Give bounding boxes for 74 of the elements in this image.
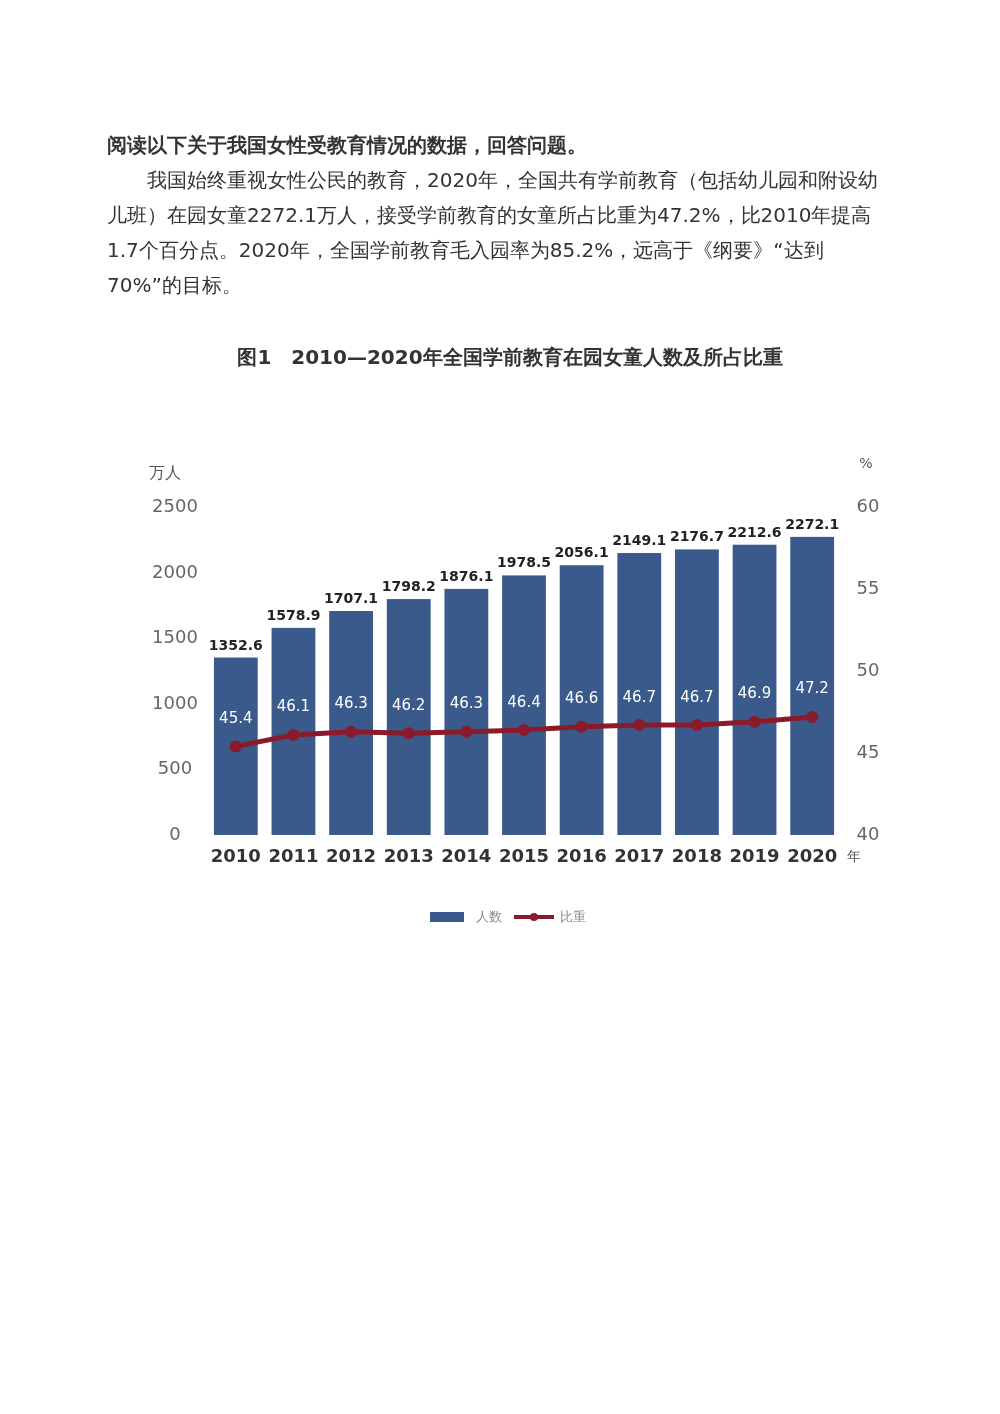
data-label: 46.1	[276, 697, 311, 716]
point	[287, 728, 300, 741]
y2-tick-label: 60	[856, 495, 880, 516]
bar	[329, 611, 373, 835]
data-label: 2149.1	[612, 532, 667, 549]
y2-axis-title: %	[859, 455, 873, 471]
bar	[790, 536, 835, 835]
data-label: 46.9	[737, 684, 772, 703]
data-label: 1352.6	[208, 636, 263, 653]
x-tick-label: 2012	[326, 845, 377, 866]
point	[748, 715, 761, 728]
data-label: 46.6	[564, 689, 599, 708]
data-label: 1978.5	[496, 554, 552, 571]
data-label: 2212.6	[727, 523, 782, 540]
y2-tick-label: 50	[856, 659, 880, 680]
x-tick-label: 2020	[787, 845, 838, 866]
data-label: 46.3	[449, 694, 484, 713]
point	[229, 740, 242, 753]
x-tick-label: 2013	[383, 845, 434, 866]
data-label: 1876.1	[439, 567, 494, 584]
point	[575, 720, 588, 733]
y-tick-label: 1500	[152, 626, 198, 648]
x-tick-label: 2014	[441, 845, 492, 866]
y-axis-title: 万人	[149, 462, 181, 482]
bar	[502, 575, 546, 835]
y-tick-label: 2000	[152, 560, 198, 582]
data-label: 1707.1	[324, 590, 379, 607]
data-label: 46.2	[392, 695, 426, 714]
data-label: 46.7	[680, 687, 714, 706]
text: 我国始终重视女性公民的教育，2020年，全国共有学前教育（包括幼儿园和附设幼儿班）在园女童2272.1万人，接受学前教育的女童所占比重为47.2%，比2010年提高1.7个百分点。2020年，全国学前教育毛入园率为85.2%，远高于《纲要》“达到70%”的目标。	[107, 167, 879, 299]
data-label: 1798.2	[381, 578, 436, 595]
y-tick-label: 1000	[152, 691, 198, 713]
point	[518, 724, 530, 737]
y2-tick-label: 40	[856, 823, 880, 844]
bar	[675, 549, 719, 835]
bar	[386, 599, 431, 835]
data-label: 46.7	[622, 687, 656, 706]
bar	[732, 544, 777, 835]
point	[633, 719, 646, 732]
x-tick-label: 2019	[729, 845, 780, 866]
y-tick-label: 500	[157, 757, 193, 779]
data-label: 46.4	[507, 692, 541, 711]
data-label: 2272.1	[785, 515, 840, 532]
data-label: 46.3	[334, 694, 368, 713]
point	[345, 725, 358, 738]
x-tick-label: 2017	[614, 845, 665, 866]
legend-label: 比重	[560, 908, 586, 924]
x-tick-label: 2016	[556, 845, 607, 866]
x-tick-label: 2018	[671, 845, 722, 866]
bar	[617, 553, 662, 835]
bar	[444, 588, 489, 835]
x-tick-label: 2015	[498, 845, 550, 866]
data-label: 2176.7	[669, 528, 724, 545]
text: 阅读以下关于我国女性受教育情况的数据，回答问题。	[107, 132, 588, 159]
y2-tick-label: 45	[856, 741, 880, 762]
bar	[213, 657, 258, 835]
x-tick-label: 2010	[210, 845, 261, 866]
data-label: 1578.9	[266, 606, 321, 623]
x-tick-label: 2011	[268, 845, 319, 866]
bar	[559, 565, 604, 835]
data-label: 45.4	[219, 708, 253, 727]
x-axis-title: 年	[847, 848, 862, 864]
point	[690, 719, 703, 732]
legend-label: 人数	[476, 908, 502, 924]
point	[806, 710, 819, 723]
y-tick-label: 0	[169, 823, 181, 844]
point	[402, 727, 415, 740]
y2-tick-label: 55	[856, 577, 880, 598]
bar	[271, 627, 316, 835]
point	[460, 725, 473, 738]
y-tick-label: 2500	[152, 495, 198, 516]
chart-title: 图1 2010—2020年全国学前教育在园女童人数及所占比重	[237, 344, 783, 369]
data-label: 47.2	[795, 679, 829, 698]
data-label: 2056.1	[554, 544, 609, 561]
